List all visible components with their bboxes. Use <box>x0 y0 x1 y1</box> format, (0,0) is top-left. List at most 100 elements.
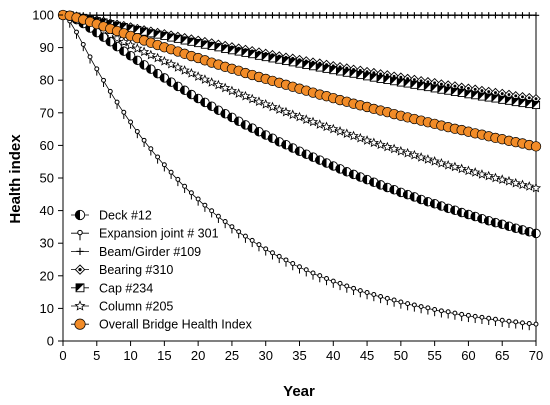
data-point <box>107 88 113 99</box>
data-point <box>98 32 109 42</box>
data-point <box>525 99 534 109</box>
data-point <box>363 12 371 19</box>
data-point <box>418 304 424 314</box>
data-point <box>444 12 452 19</box>
data-point <box>431 12 438 19</box>
legend-item: Cap #234 <box>71 281 153 295</box>
data-point <box>249 237 255 248</box>
data-point <box>369 73 378 82</box>
data-point <box>430 84 439 93</box>
data-point <box>261 53 270 62</box>
y-tick-label: 70 <box>40 105 54 120</box>
data-point <box>152 52 163 63</box>
data-point <box>335 67 345 76</box>
data-point <box>384 12 391 19</box>
data-point <box>356 70 365 80</box>
y-tick-label: 50 <box>40 171 54 186</box>
data-point <box>182 183 188 193</box>
data-point <box>375 139 386 150</box>
x-tick-label: 60 <box>461 348 475 363</box>
data-point <box>208 12 215 19</box>
y-tick-label: 20 <box>40 268 54 283</box>
x-tick-label: 50 <box>394 348 408 363</box>
data-point <box>195 196 201 206</box>
legend-label: Overall Bridge Health Index <box>99 318 253 332</box>
data-point <box>194 38 203 48</box>
data-point <box>181 12 188 19</box>
data-point <box>247 123 257 133</box>
data-point <box>364 290 370 300</box>
data-point <box>510 177 521 188</box>
data-point <box>296 12 303 19</box>
data-point <box>80 41 86 52</box>
data-point <box>282 12 290 19</box>
data-point <box>324 276 329 286</box>
data-point <box>155 154 161 164</box>
y-axis-title: Health index <box>7 134 24 224</box>
data-point <box>301 114 312 124</box>
data-point <box>194 12 202 19</box>
data-point <box>262 12 269 19</box>
data-point <box>206 77 217 87</box>
data-point <box>330 12 337 19</box>
data-point <box>382 141 393 152</box>
data-point <box>328 123 339 134</box>
data-point <box>125 39 136 50</box>
data-point <box>233 116 244 127</box>
data-point <box>290 261 296 271</box>
data-point <box>403 79 412 88</box>
data-point <box>531 228 541 239</box>
data-point <box>378 293 384 304</box>
data-point <box>438 308 444 318</box>
data-point <box>294 111 305 122</box>
data-point <box>247 93 258 104</box>
data-point <box>314 119 325 129</box>
data-point <box>344 283 350 293</box>
data-point <box>105 36 116 47</box>
data-point <box>424 12 432 19</box>
data-point <box>437 85 446 94</box>
data-point <box>139 60 149 70</box>
data-point <box>526 12 533 19</box>
data-point <box>445 309 451 319</box>
data-point <box>166 58 177 69</box>
data-point <box>444 86 453 95</box>
y-tick-label: 40 <box>40 203 54 218</box>
legend-marker <box>74 209 86 221</box>
data-point <box>436 157 447 168</box>
data-point <box>161 162 167 172</box>
data-point <box>87 54 93 64</box>
data-point <box>288 58 297 67</box>
data-point <box>140 27 149 36</box>
data-point <box>497 88 508 99</box>
data-point <box>187 37 196 46</box>
data-point <box>397 12 405 19</box>
data-point <box>215 12 222 19</box>
data-point <box>175 176 181 187</box>
data-point <box>315 63 324 72</box>
data-point <box>449 161 460 172</box>
data-point <box>215 213 221 223</box>
legend-marker <box>74 318 86 330</box>
data-point <box>132 55 143 66</box>
data-point <box>402 147 413 158</box>
data-point <box>452 310 458 320</box>
legend-item: Expansion joint # 301 <box>71 227 219 241</box>
x-tick-label: 35 <box>292 348 306 363</box>
data-point <box>520 320 525 330</box>
data-point <box>410 80 419 89</box>
data-point <box>173 81 183 92</box>
data-point <box>302 60 311 69</box>
data-point <box>476 169 488 179</box>
legend-marker <box>75 283 85 293</box>
data-point <box>235 12 242 19</box>
data-point <box>309 12 317 19</box>
data-point <box>486 315 492 325</box>
series-deck-12 <box>58 10 541 239</box>
data-point <box>348 130 359 141</box>
data-point <box>491 94 500 103</box>
data-point <box>371 292 377 302</box>
data-point <box>456 163 467 174</box>
data-point <box>321 121 332 132</box>
